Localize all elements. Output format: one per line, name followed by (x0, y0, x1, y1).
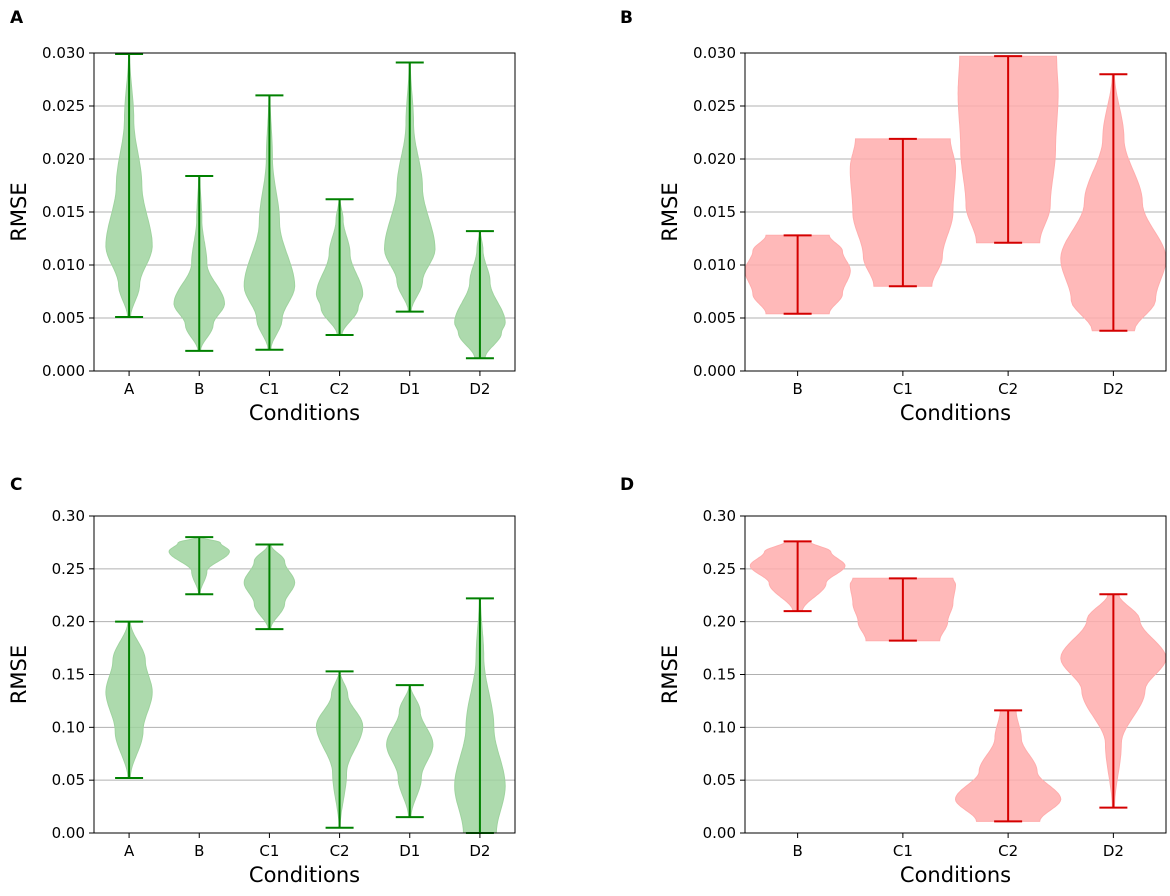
y-tick-label: 0.030 (693, 44, 736, 62)
panel-c: C 0.00 0.05 0.10 0.15 0.20 0.25 0.30 A B C1 C2 D1 D2 C… (7, 475, 516, 887)
panel-d: D 0.00 0.05 0.10 0.15 0.20 0.25 0.30 B C1 C2 D2 Cond… (620, 475, 1167, 887)
x-tick-label: D2 (469, 380, 490, 398)
y-tick-label: 0.005 (693, 309, 736, 327)
y-axis-label: RMSE (658, 645, 682, 704)
x-tick-label: C2 (330, 380, 350, 398)
x-tick-label: D2 (469, 842, 490, 860)
y-tick-label: 0.15 (703, 666, 736, 684)
y-tick-label: 0.020 (693, 150, 736, 168)
x-tick-label: B (194, 842, 204, 860)
y-tick-label: 0.10 (703, 718, 736, 736)
x-axis-label: Conditions (249, 401, 360, 425)
y-tick-label: 0.010 (42, 256, 85, 274)
x-tick-label: C2 (998, 842, 1018, 860)
x-tick-label: C2 (998, 380, 1018, 398)
x-tick-label: D1 (399, 380, 420, 398)
x-tick-label: C1 (893, 380, 913, 398)
y-tick-label: 0.015 (693, 203, 736, 221)
y-tick-label: 0.05 (703, 771, 736, 789)
x-tick-label: C1 (259, 380, 279, 398)
y-tick-label: 0.10 (52, 718, 85, 736)
x-tick-label: D2 (1103, 842, 1124, 860)
panel-a: A 0.000 0.005 0.010 0.015 0.020 0.025 0.030 A B C1… (7, 8, 516, 425)
panel-letter: D (620, 475, 634, 495)
y-tick-label: 0.20 (703, 613, 736, 631)
panel-letter: B (620, 8, 633, 28)
y-tick-label: 0.000 (693, 362, 736, 380)
x-tick-label: B (194, 380, 204, 398)
x-axis-label: Conditions (249, 863, 360, 887)
y-tick-label: 0.015 (42, 203, 85, 221)
y-tick-label: 0.30 (52, 507, 85, 525)
x-tick-label: C1 (893, 842, 913, 860)
y-tick-label: 0.020 (42, 150, 85, 168)
x-tick-label: C1 (259, 842, 279, 860)
plot-frame (744, 52, 1167, 372)
y-tick-label: 0.030 (42, 44, 85, 62)
y-tick-label: 0.010 (693, 256, 736, 274)
x-tick-label: B (792, 380, 802, 398)
y-tick-label: 0.025 (42, 97, 85, 115)
y-tick-label: 0.20 (52, 613, 85, 631)
y-axis-label: RMSE (658, 182, 682, 241)
y-axis-label: RMSE (7, 645, 31, 704)
y-tick-label: 0.00 (52, 824, 85, 842)
y-tick-label: 0.025 (693, 97, 736, 115)
plot-frame (744, 515, 1167, 834)
plot-frame (93, 515, 516, 834)
x-tick-label: D1 (399, 842, 420, 860)
x-tick-label: B (792, 842, 802, 860)
y-tick-label: 0.30 (703, 507, 736, 525)
x-axis-label: Conditions (900, 401, 1011, 425)
x-tick-label: D2 (1103, 380, 1124, 398)
y-tick-label: 0.25 (703, 560, 736, 578)
y-tick-label: 0.000 (42, 362, 85, 380)
panel-letter: C (10, 475, 22, 495)
panel-letter: A (10, 8, 24, 28)
y-tick-label: 0.005 (42, 309, 85, 327)
y-tick-label: 0.05 (52, 771, 85, 789)
y-tick-label: 0.15 (52, 666, 85, 684)
plot-frame (93, 52, 516, 372)
x-tick-label: A (124, 842, 135, 860)
panel-b: B 0.000 0.005 0.010 0.015 0.020 0.025 0.030 B C1 C… (620, 8, 1167, 425)
x-tick-label: C2 (330, 842, 350, 860)
x-axis-label: Conditions (900, 863, 1011, 887)
y-tick-label: 0.25 (52, 560, 85, 578)
y-axis-label: RMSE (7, 182, 31, 241)
x-tick-label: A (124, 380, 135, 398)
y-tick-label: 0.00 (703, 824, 736, 842)
